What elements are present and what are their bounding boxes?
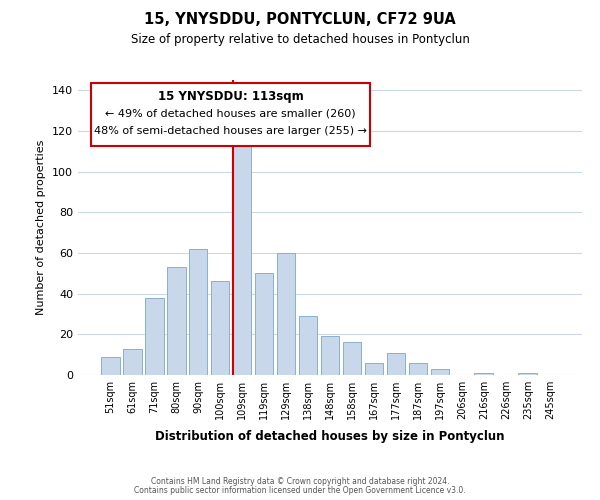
Bar — [145, 298, 164, 375]
Bar — [123, 348, 142, 375]
Bar — [320, 336, 340, 375]
Bar — [189, 249, 208, 375]
Text: Contains public sector information licensed under the Open Government Licence v3: Contains public sector information licen… — [134, 486, 466, 495]
Text: 48% of semi-detached houses are larger (255) →: 48% of semi-detached houses are larger (… — [94, 126, 367, 136]
Bar — [365, 363, 383, 375]
Bar — [431, 369, 449, 375]
Bar — [233, 145, 251, 375]
Bar — [167, 267, 185, 375]
FancyBboxPatch shape — [91, 83, 370, 146]
Text: Size of property relative to detached houses in Pontyclun: Size of property relative to detached ho… — [131, 32, 469, 46]
Text: Contains HM Land Registry data © Crown copyright and database right 2024.: Contains HM Land Registry data © Crown c… — [151, 477, 449, 486]
Bar — [386, 352, 405, 375]
Text: 15, YNYSDDU, PONTYCLUN, CF72 9UA: 15, YNYSDDU, PONTYCLUN, CF72 9UA — [144, 12, 456, 28]
Bar — [211, 282, 229, 375]
Bar — [299, 316, 317, 375]
X-axis label: Distribution of detached houses by size in Pontyclun: Distribution of detached houses by size … — [155, 430, 505, 444]
Y-axis label: Number of detached properties: Number of detached properties — [37, 140, 46, 315]
Bar — [255, 274, 274, 375]
Bar — [475, 373, 493, 375]
Bar — [343, 342, 361, 375]
Bar — [409, 363, 427, 375]
Bar — [277, 253, 295, 375]
Bar — [518, 373, 537, 375]
Text: ← 49% of detached houses are smaller (260): ← 49% of detached houses are smaller (26… — [105, 108, 356, 118]
Bar — [101, 356, 119, 375]
Text: 15 YNYSDDU: 113sqm: 15 YNYSDDU: 113sqm — [158, 90, 304, 104]
